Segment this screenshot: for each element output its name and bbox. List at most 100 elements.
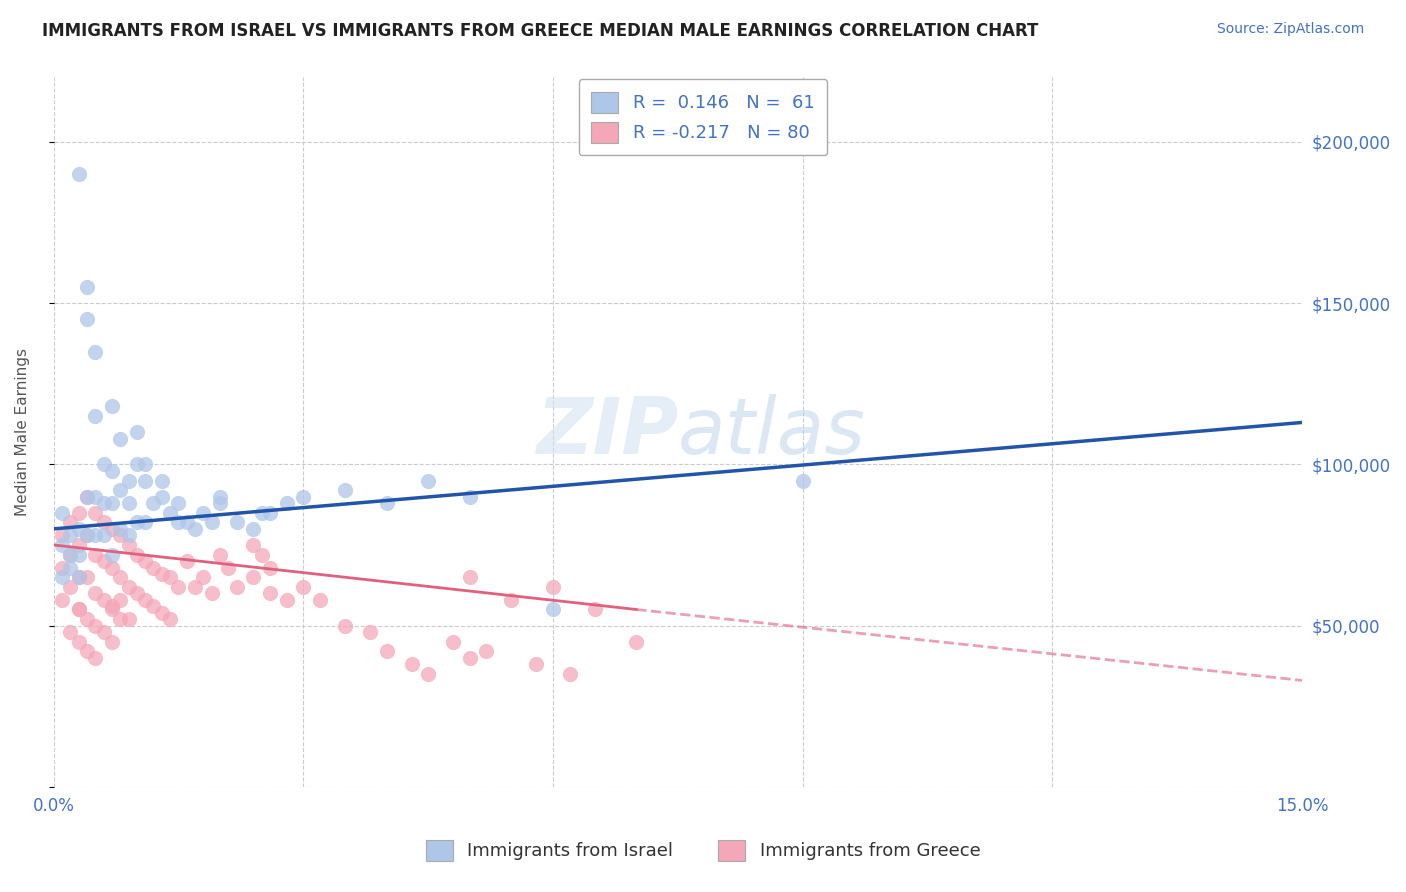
Point xyxy=(101,522,124,536)
Point xyxy=(117,474,139,488)
Point xyxy=(142,496,165,510)
Point xyxy=(134,592,156,607)
Point xyxy=(184,580,207,594)
Point xyxy=(67,570,90,584)
Point xyxy=(67,634,90,648)
Point xyxy=(59,580,82,594)
Point xyxy=(76,570,98,584)
Point xyxy=(59,528,82,542)
Point xyxy=(93,458,115,472)
Point xyxy=(201,586,224,600)
Point xyxy=(150,490,173,504)
Point xyxy=(84,651,107,665)
Point xyxy=(292,580,315,594)
Point xyxy=(108,592,131,607)
Point xyxy=(93,592,115,607)
Point xyxy=(76,490,98,504)
Point xyxy=(209,490,232,504)
Point xyxy=(150,474,173,488)
Point xyxy=(176,554,198,568)
Point xyxy=(159,612,181,626)
Point xyxy=(125,516,148,530)
Point xyxy=(184,522,207,536)
Point xyxy=(225,516,247,530)
Point xyxy=(76,312,98,326)
Point xyxy=(259,586,281,600)
Point xyxy=(541,580,564,594)
Y-axis label: Median Male Earnings: Median Male Earnings xyxy=(15,348,30,516)
Point xyxy=(159,570,181,584)
Point xyxy=(108,483,131,498)
Point xyxy=(441,634,464,648)
Point xyxy=(51,528,73,542)
Point xyxy=(142,599,165,614)
Point xyxy=(67,548,90,562)
Point xyxy=(101,400,124,414)
Point xyxy=(375,644,398,658)
Point xyxy=(134,474,156,488)
Point xyxy=(76,528,98,542)
Point xyxy=(375,496,398,510)
Point xyxy=(134,516,156,530)
Point xyxy=(167,496,190,510)
Point xyxy=(458,570,481,584)
Point xyxy=(108,432,131,446)
Point xyxy=(333,483,356,498)
Point xyxy=(418,667,440,681)
Point xyxy=(51,570,73,584)
Point xyxy=(541,602,564,616)
Point xyxy=(458,651,481,665)
Point xyxy=(242,538,264,552)
Point xyxy=(583,602,606,616)
Point xyxy=(201,516,224,530)
Point xyxy=(558,667,581,681)
Point xyxy=(67,522,90,536)
Point xyxy=(101,634,124,648)
Point xyxy=(125,548,148,562)
Point xyxy=(225,580,247,594)
Point xyxy=(333,618,356,632)
Point xyxy=(59,625,82,640)
Point xyxy=(626,634,648,648)
Point xyxy=(84,548,107,562)
Point xyxy=(67,167,90,181)
Point xyxy=(159,506,181,520)
Point xyxy=(193,570,215,584)
Point xyxy=(134,554,156,568)
Point xyxy=(76,612,98,626)
Point xyxy=(84,409,107,423)
Point xyxy=(524,657,547,672)
Point xyxy=(401,657,423,672)
Point xyxy=(108,522,131,536)
Point xyxy=(792,474,814,488)
Point xyxy=(51,506,73,520)
Point xyxy=(193,506,215,520)
Text: IMMIGRANTS FROM ISRAEL VS IMMIGRANTS FROM GREECE MEDIAN MALE EARNINGS CORRELATIO: IMMIGRANTS FROM ISRAEL VS IMMIGRANTS FRO… xyxy=(42,22,1039,40)
Point xyxy=(250,506,273,520)
Point xyxy=(101,464,124,478)
Point xyxy=(67,538,90,552)
Point xyxy=(217,560,239,574)
Point xyxy=(309,592,332,607)
Text: Source: ZipAtlas.com: Source: ZipAtlas.com xyxy=(1216,22,1364,37)
Point xyxy=(101,548,124,562)
Point xyxy=(51,538,73,552)
Point xyxy=(59,548,82,562)
Point xyxy=(93,625,115,640)
Point xyxy=(67,570,90,584)
Point xyxy=(67,506,90,520)
Point xyxy=(250,548,273,562)
Point xyxy=(76,644,98,658)
Point xyxy=(117,538,139,552)
Point xyxy=(108,570,131,584)
Point xyxy=(418,474,440,488)
Point xyxy=(117,528,139,542)
Point xyxy=(59,560,82,574)
Point xyxy=(167,580,190,594)
Point xyxy=(125,458,148,472)
Point xyxy=(51,560,73,574)
Point xyxy=(93,496,115,510)
Point xyxy=(84,618,107,632)
Point xyxy=(117,496,139,510)
Point xyxy=(76,490,98,504)
